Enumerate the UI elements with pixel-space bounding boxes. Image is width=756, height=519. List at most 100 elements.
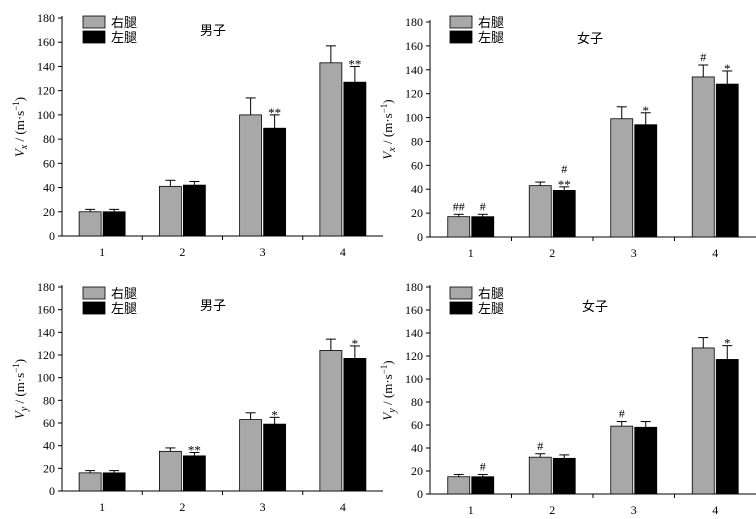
y-tick-label: 0 (49, 229, 55, 243)
y-axis-label-unit: / (m·s (12, 111, 27, 145)
y-tick-label: 180 (37, 280, 55, 294)
y-axis-label-unit: / (m·s (380, 113, 395, 147)
bar-left-leg (715, 83, 739, 238)
y-tick-label: 80 (411, 395, 423, 409)
y-axis-label-sup: −1 (379, 104, 389, 114)
significance-mark: * (643, 103, 650, 118)
significance-mark: # (700, 50, 706, 64)
y-tick-label: 120 (37, 84, 55, 98)
y-tick-label: 40 (411, 182, 423, 196)
significance-mark: ** (188, 442, 201, 457)
bar-right-leg (319, 62, 343, 237)
y-tick-label: 60 (411, 418, 423, 432)
bar-right-leg (239, 419, 263, 492)
legend-swatch-right-leg (449, 15, 473, 29)
y-tick-label: 140 (405, 326, 423, 340)
bar-right-leg (158, 450, 182, 492)
bar-left-leg (471, 476, 495, 495)
bar-left-leg (343, 81, 367, 237)
bar-right-leg (78, 211, 102, 237)
y-axis-label-var: V (380, 150, 395, 160)
bar-right-leg (447, 476, 471, 495)
y-axis-label-sup: −1 (11, 363, 21, 373)
legend-swatch-right-leg (449, 286, 473, 300)
x-tick-label: 2 (549, 246, 555, 260)
significance-mark: # (561, 162, 567, 176)
y-tick-label: 100 (405, 372, 423, 386)
significance-mark: # (537, 439, 543, 453)
significance-mark: ** (558, 177, 571, 192)
y-tick-label: 180 (405, 15, 423, 29)
bar-right-leg (610, 118, 634, 238)
chart-title: 女子 (582, 299, 608, 315)
y-tick-label: 100 (405, 111, 423, 125)
y-axis-label-close: ) (12, 97, 27, 101)
x-tick-label: 1 (99, 245, 105, 259)
legend-swatch-right-leg (82, 15, 106, 29)
y-tick-label: 100 (37, 108, 55, 122)
y-axis-label-var: V (12, 409, 27, 419)
y-axis-label-close: ) (12, 359, 27, 363)
significance-mark: # (480, 199, 486, 213)
y-axis-label-close: ) (380, 360, 395, 364)
y-tick-label: 80 (411, 134, 423, 148)
chart-title: 女子 (577, 31, 603, 47)
bar-right-leg (78, 472, 102, 492)
legend-label: 左腿 (478, 31, 504, 46)
bar-left-leg (263, 423, 287, 492)
y-tick-label: 20 (411, 464, 423, 478)
bar-right-leg (447, 216, 471, 238)
bar-right-leg (158, 185, 182, 237)
y-axis-label: Vx / (m·s−1) (379, 99, 398, 159)
x-tick-label: 1 (99, 500, 105, 514)
y-tick-label: 180 (37, 11, 55, 25)
legend-label: 右腿 (111, 287, 137, 302)
y-axis-label-sub: x (19, 144, 30, 150)
legend-label: 左腿 (111, 302, 137, 317)
y-axis-label: Vx / (m·s−1) (11, 97, 30, 157)
bar-left-leg (634, 124, 658, 238)
y-axis-label-unit: / (m·s (12, 373, 27, 407)
x-tick-label: 3 (260, 245, 266, 259)
y-axis-label-sup: −1 (379, 365, 389, 375)
bar-left-leg (182, 455, 206, 492)
y-tick-label: 40 (411, 441, 423, 455)
y-tick-label: 160 (405, 39, 423, 53)
legend-label: 右腿 (111, 16, 137, 31)
y-tick-label: 140 (405, 63, 423, 77)
y-tick-label: 0 (417, 487, 423, 501)
y-tick-label: 120 (405, 87, 423, 101)
y-tick-label: 160 (37, 303, 55, 317)
legend-swatch-left-leg (82, 30, 106, 44)
y-axis-label-sup: −1 (11, 101, 21, 111)
bar-left-leg (182, 184, 206, 237)
y-tick-label: 20 (43, 461, 55, 475)
bar-right-leg (239, 114, 263, 237)
y-axis-label-close: ) (380, 99, 395, 103)
bar-left-leg (102, 211, 126, 237)
y-axis-label-sub: y (19, 406, 30, 412)
x-tick-label: 1 (468, 503, 474, 517)
x-tick-label: 4 (340, 245, 346, 259)
y-axis-label-sub: x (387, 147, 398, 153)
significance-mark: # (480, 459, 486, 473)
bar-left-leg (263, 127, 287, 237)
bar-right-leg (528, 456, 552, 495)
y-tick-label: 140 (37, 325, 55, 339)
y-tick-label: 40 (43, 439, 55, 453)
legend-swatch-left-leg (449, 301, 473, 315)
y-axis-label-var: V (12, 147, 27, 157)
bar-left-leg (343, 357, 367, 492)
bar-left-leg (471, 216, 495, 238)
significance-mark: # (619, 407, 625, 421)
y-tick-label: 20 (43, 205, 55, 219)
y-axis-label-sub: y (387, 408, 398, 414)
y-tick-label: 120 (405, 349, 423, 363)
x-tick-label: 3 (631, 503, 637, 517)
x-tick-label: 4 (712, 503, 718, 517)
x-tick-label: 3 (260, 500, 266, 514)
bar-right-leg (319, 350, 343, 492)
y-tick-label: 180 (405, 280, 423, 294)
